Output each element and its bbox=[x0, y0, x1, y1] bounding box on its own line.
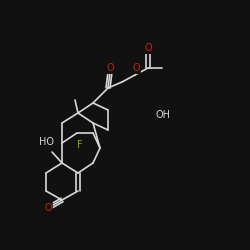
Text: F: F bbox=[77, 140, 82, 150]
Text: O: O bbox=[132, 63, 140, 73]
Text: O: O bbox=[144, 43, 152, 53]
Text: OH: OH bbox=[155, 110, 170, 120]
Text: HO: HO bbox=[39, 137, 54, 147]
Text: O: O bbox=[106, 63, 114, 73]
Text: O: O bbox=[44, 203, 52, 213]
